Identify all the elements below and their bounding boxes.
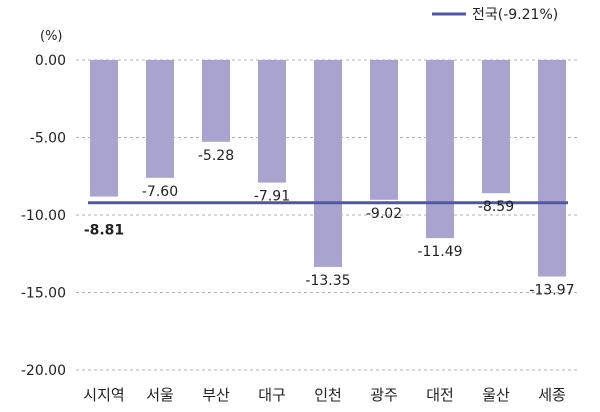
bar [426, 60, 454, 239]
x-category-label: 대전 [426, 386, 454, 404]
bar [538, 60, 566, 277]
bar [314, 60, 342, 267]
data-label: -5.28 [198, 148, 234, 164]
y-tick-label: -20.00 [21, 363, 66, 379]
bar [370, 60, 398, 200]
legend-label: 전국(-9.21%) [472, 7, 558, 23]
bar [146, 60, 174, 178]
data-label: -13.97 [529, 283, 574, 299]
x-category-label: 서울 [146, 386, 174, 404]
y-tick-label: 0.00 [35, 53, 66, 69]
x-category-label: 세종 [538, 386, 566, 404]
data-label: -13.35 [305, 273, 350, 289]
x-category-label: 울산 [482, 386, 510, 404]
y-axis-unit-label: (%) [40, 29, 63, 44]
bar [202, 60, 230, 142]
bar [90, 60, 118, 197]
x-category-label: 인천 [314, 386, 342, 404]
data-label: -11.49 [417, 244, 462, 260]
y-tick-label: -15.00 [21, 286, 66, 302]
y-tick-label: -10.00 [21, 208, 66, 224]
data-label: -8.59 [478, 199, 514, 215]
data-label: -7.60 [142, 184, 178, 200]
x-category-label: 대구 [258, 386, 286, 404]
x-category-label: 시지역 [83, 386, 124, 404]
data-label: -7.91 [254, 189, 290, 205]
y-tick-label: -5.00 [30, 131, 66, 147]
bar [482, 60, 510, 194]
bar [258, 60, 286, 183]
data-label: -8.81 [84, 223, 124, 239]
data-label: -9.02 [366, 206, 402, 222]
x-category-label: 광주 [370, 386, 398, 404]
x-category-label: 부산 [202, 386, 230, 404]
